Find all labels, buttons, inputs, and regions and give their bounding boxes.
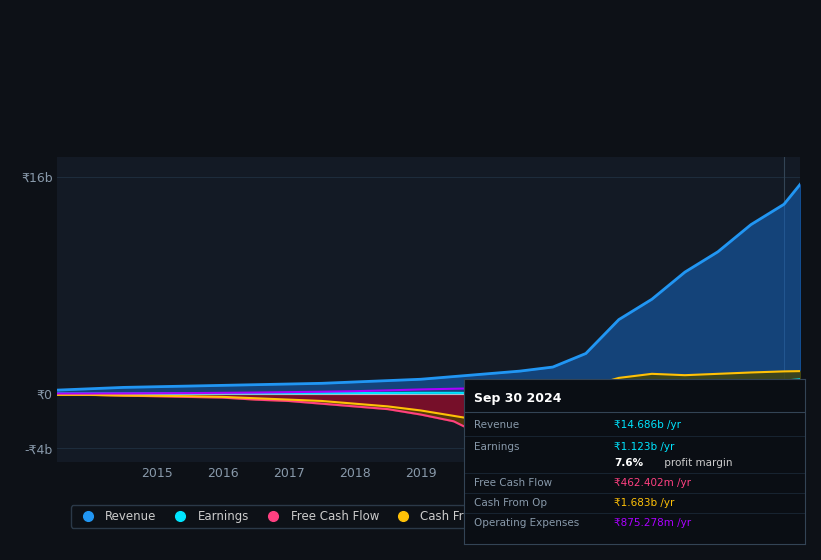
Text: Revenue: Revenue: [474, 421, 519, 431]
Text: Earnings: Earnings: [474, 442, 520, 452]
Text: Sep 30 2024: Sep 30 2024: [474, 393, 562, 405]
Text: ₹462.402m /yr: ₹462.402m /yr: [614, 478, 690, 488]
Text: ₹1.123b /yr: ₹1.123b /yr: [614, 442, 674, 452]
Text: ₹14.686b /yr: ₹14.686b /yr: [614, 421, 681, 431]
Text: Cash From Op: Cash From Op: [474, 498, 547, 508]
Text: Free Cash Flow: Free Cash Flow: [474, 478, 553, 488]
Text: ₹1.683b /yr: ₹1.683b /yr: [614, 498, 674, 508]
Legend: Revenue, Earnings, Free Cash Flow, Cash From Op, Operating Expenses: Revenue, Earnings, Free Cash Flow, Cash …: [71, 505, 668, 528]
Text: profit margin: profit margin: [662, 459, 733, 468]
Text: Operating Expenses: Operating Expenses: [474, 518, 580, 528]
Text: ₹875.278m /yr: ₹875.278m /yr: [614, 518, 691, 528]
Text: 7.6%: 7.6%: [614, 459, 643, 468]
